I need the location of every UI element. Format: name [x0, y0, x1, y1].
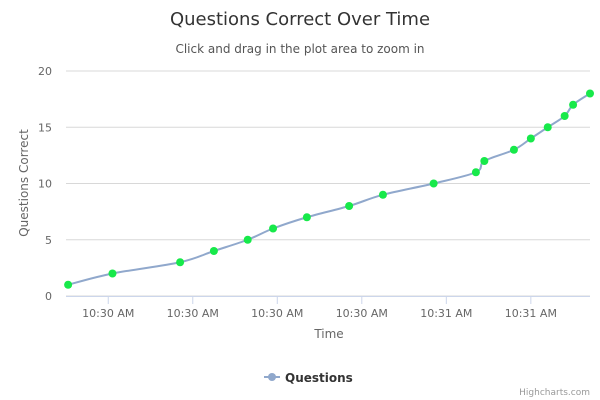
- legend-item-questions[interactable]: Questions: [264, 371, 353, 385]
- data-point[interactable]: [176, 258, 185, 267]
- data-point[interactable]: [429, 179, 438, 188]
- y-axis-ticks: 0 5 10 15 20: [38, 65, 52, 303]
- x-axis-title: Time: [313, 327, 343, 341]
- data-point[interactable]: [378, 190, 387, 199]
- data-point[interactable]: [269, 224, 278, 233]
- data-point[interactable]: [64, 280, 73, 289]
- data-point[interactable]: [543, 123, 552, 132]
- y-tick-label: 5: [45, 234, 52, 247]
- x-tick-label: 10:30 AM: [167, 307, 219, 320]
- y-axis-title: Questions Correct: [17, 129, 31, 237]
- x-tick-label: 10:30 AM: [336, 307, 388, 320]
- data-point[interactable]: [209, 247, 218, 255]
- x-tick-label: 10:31 AM: [420, 307, 472, 320]
- credits-link[interactable]: Highcharts.com: [519, 388, 590, 398]
- data-point[interactable]: [243, 235, 252, 244]
- data-point[interactable]: [509, 145, 518, 154]
- data-point[interactable]: [108, 269, 117, 278]
- y-tick-label: 15: [38, 121, 52, 134]
- chart-title: Questions Correct Over Time: [170, 9, 430, 30]
- series-line: [67, 92, 591, 286]
- y-tick-label: 20: [38, 65, 52, 78]
- data-point[interactable]: [586, 89, 594, 98]
- grid-lines: [66, 70, 590, 297]
- data-point[interactable]: [480, 157, 489, 165]
- x-tick-label: 10:30 AM: [82, 307, 134, 320]
- data-point[interactable]: [302, 213, 311, 222]
- y-tick-label: 0: [45, 290, 52, 303]
- data-point[interactable]: [471, 168, 480, 177]
- series-group: [64, 89, 594, 289]
- data-point[interactable]: [560, 112, 569, 120]
- legend-label: Questions: [285, 371, 353, 385]
- data-point[interactable]: [526, 134, 535, 143]
- x-axis-ticks: 10:30 AM 10:30 AM 10:30 AM 10:30 AM 10:31 AM…: [82, 296, 557, 320]
- data-point[interactable]: [569, 100, 578, 109]
- legend-marker-icon: [268, 373, 276, 381]
- chart-subtitle: Click and drag in the plot area to zoom …: [175, 42, 424, 56]
- x-tick-label: 10:30 AM: [251, 307, 303, 320]
- y-tick-label: 10: [38, 178, 52, 191]
- data-point[interactable]: [345, 202, 354, 210]
- x-tick-label: 10:31 AM: [505, 307, 557, 320]
